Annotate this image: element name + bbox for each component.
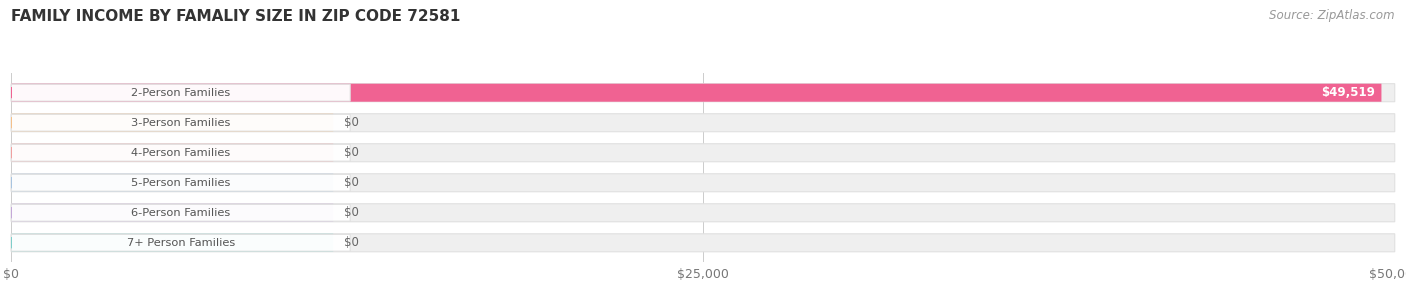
Text: 4-Person Families: 4-Person Families — [131, 148, 231, 158]
FancyBboxPatch shape — [11, 234, 1395, 252]
FancyBboxPatch shape — [11, 204, 350, 221]
FancyBboxPatch shape — [11, 144, 1395, 162]
FancyBboxPatch shape — [11, 84, 1382, 102]
Text: $0: $0 — [344, 236, 359, 249]
FancyBboxPatch shape — [11, 204, 333, 222]
Text: 7+ Person Families: 7+ Person Families — [127, 238, 235, 248]
Text: $0: $0 — [344, 116, 359, 129]
FancyBboxPatch shape — [11, 144, 333, 162]
Text: Source: ZipAtlas.com: Source: ZipAtlas.com — [1270, 9, 1395, 22]
FancyBboxPatch shape — [11, 114, 350, 131]
FancyBboxPatch shape — [11, 234, 333, 252]
Text: $0: $0 — [344, 176, 359, 189]
Text: 2-Person Families: 2-Person Families — [131, 88, 231, 98]
Text: 5-Person Families: 5-Person Families — [131, 178, 231, 188]
Text: $0: $0 — [344, 146, 359, 159]
FancyBboxPatch shape — [11, 84, 350, 101]
FancyBboxPatch shape — [11, 174, 333, 192]
FancyBboxPatch shape — [11, 204, 1395, 222]
Text: $49,519: $49,519 — [1320, 86, 1375, 99]
FancyBboxPatch shape — [11, 174, 350, 191]
FancyBboxPatch shape — [11, 84, 1395, 102]
FancyBboxPatch shape — [11, 174, 1395, 192]
Text: 6-Person Families: 6-Person Families — [131, 208, 231, 218]
FancyBboxPatch shape — [11, 114, 333, 132]
Text: 3-Person Families: 3-Person Families — [131, 118, 231, 128]
Text: FAMILY INCOME BY FAMALIY SIZE IN ZIP CODE 72581: FAMILY INCOME BY FAMALIY SIZE IN ZIP COD… — [11, 9, 461, 24]
FancyBboxPatch shape — [11, 234, 350, 251]
FancyBboxPatch shape — [11, 114, 1395, 132]
FancyBboxPatch shape — [11, 144, 350, 161]
Text: $0: $0 — [344, 206, 359, 219]
